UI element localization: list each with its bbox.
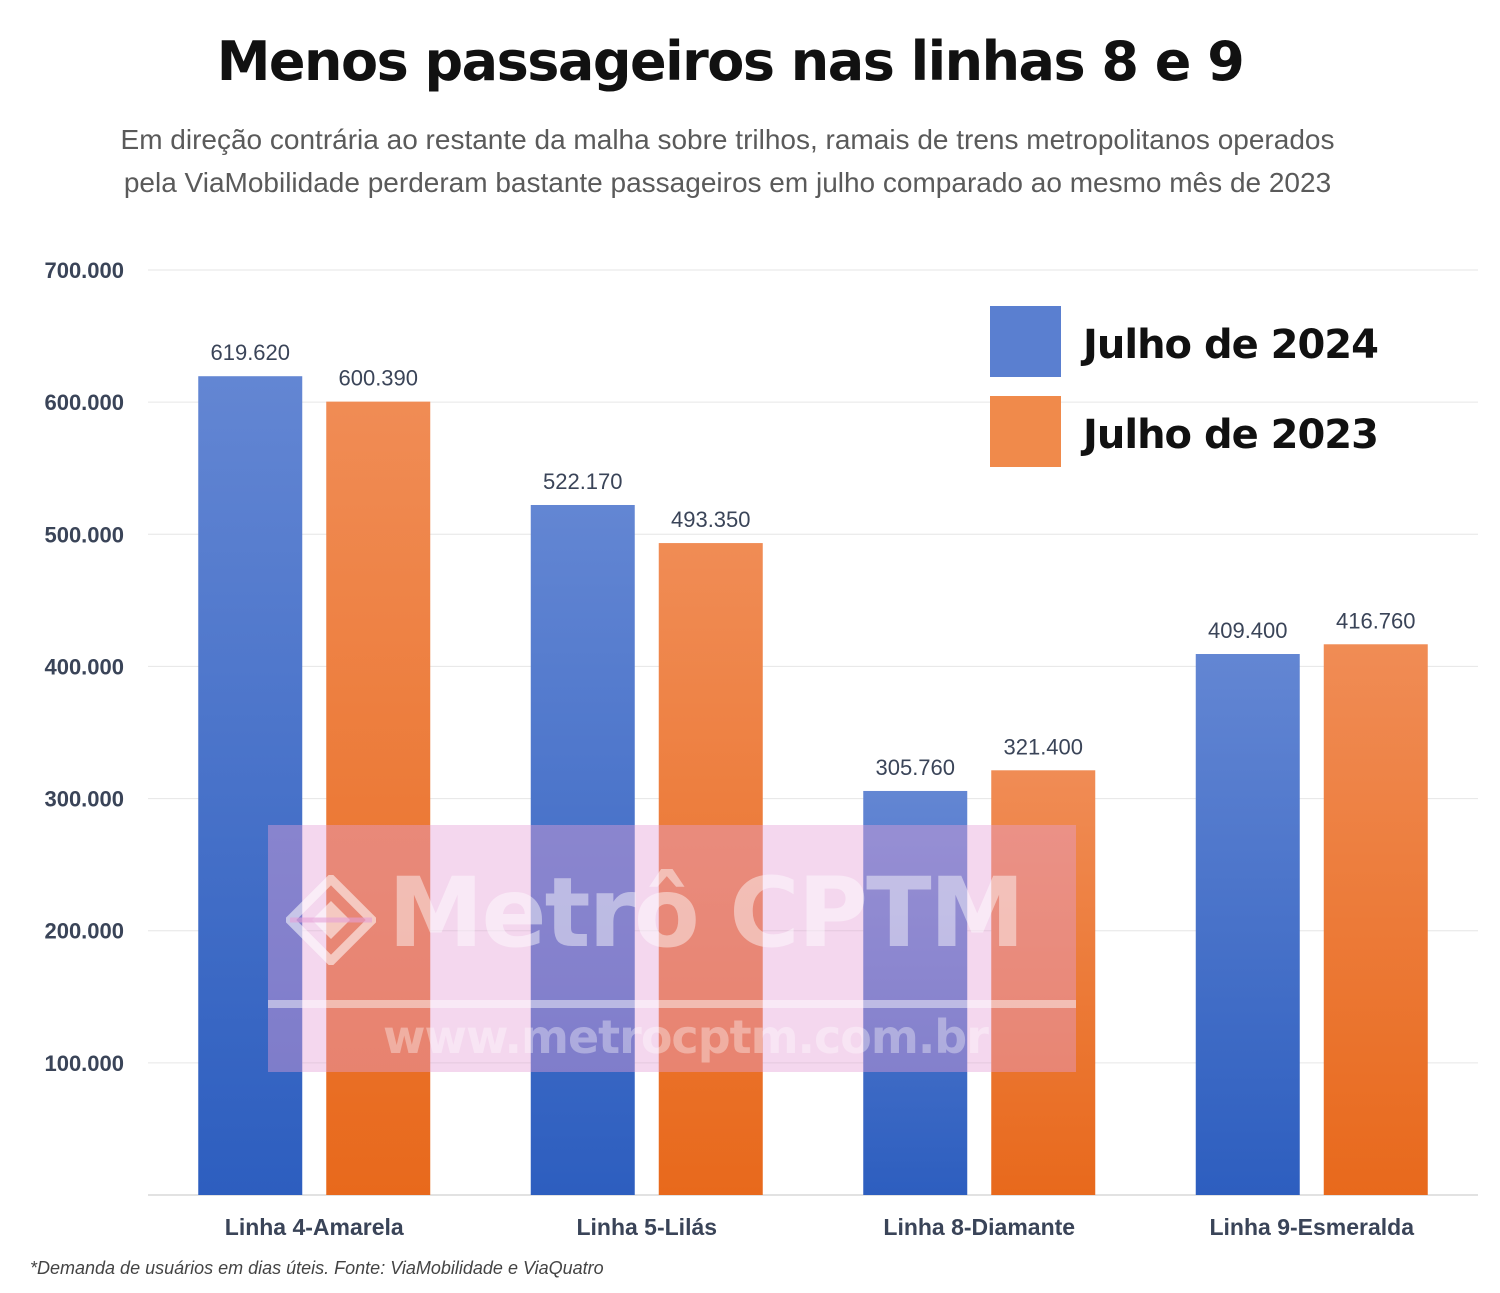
bar-value-label: 321.400: [1003, 734, 1083, 759]
bar-value-label: 416.760: [1336, 608, 1416, 633]
bar: [1323, 644, 1428, 1195]
chart-subtitle: Em direção contrária ao restante da malh…: [60, 118, 1395, 204]
legend-label: Julho de 2023: [1080, 412, 1378, 458]
footnote: *Demanda de usuários em dias úteis. Font…: [30, 1258, 604, 1278]
x-tick-label: Linha 8-Diamante: [883, 1214, 1075, 1240]
y-tick-label: 300.000: [44, 787, 124, 812]
x-tick-label: Linha 4-Amarela: [225, 1214, 404, 1240]
legend-label: Julho de 2024: [1080, 322, 1378, 368]
y-tick-label: 600.000: [44, 390, 124, 415]
legend-swatch: [990, 396, 1061, 467]
x-axis: Linha 4-Amarela Linha 5-Lilás Linha 8-Diam…: [225, 1214, 1414, 1240]
bar-value-label: 600.390: [338, 366, 418, 391]
y-tick-label: 100.000: [44, 1051, 124, 1076]
bar-value-label: 305.760: [875, 755, 955, 780]
bar: [991, 770, 1096, 1195]
x-tick-label: Linha 5-Lilás: [576, 1214, 717, 1240]
subtitle-line-2: pela ViaMobilidade perderam bastante pas…: [123, 167, 1332, 198]
y-tick-label: 500.000: [44, 522, 124, 547]
bars: 619.620 600.390 522.170 493.350 305.760 321.4…: [198, 340, 1428, 1196]
bar: [1195, 654, 1300, 1195]
legend-swatch: [990, 306, 1061, 377]
bar: [863, 790, 968, 1195]
x-tick-label: Linha 9-Esmeralda: [1209, 1214, 1414, 1240]
y-tick-label: 700.000: [44, 258, 124, 283]
bar: [530, 504, 635, 1196]
y-tick-label: 400.000: [44, 654, 124, 679]
bar-value-label: 493.350: [671, 507, 751, 532]
subtitle-line-1: Em direção contrária ao restante da malh…: [120, 124, 1335, 155]
bar-value-label: 522.170: [543, 469, 623, 494]
chart-title: Menos passageiros nas linhas 8 e 9: [216, 30, 1245, 93]
bar-value-label: 619.620: [210, 340, 290, 365]
y-axis: 100.000 200.000 300.000 400.000 500.000 600.0…: [44, 258, 124, 1076]
bar: [326, 401, 431, 1195]
bar-value-label: 409.400: [1208, 618, 1288, 643]
legend: Julho de 2024 Julho de 2023: [990, 306, 1379, 467]
y-tick-label: 200.000: [44, 919, 124, 944]
bar: [658, 543, 763, 1195]
bar: [198, 376, 303, 1195]
